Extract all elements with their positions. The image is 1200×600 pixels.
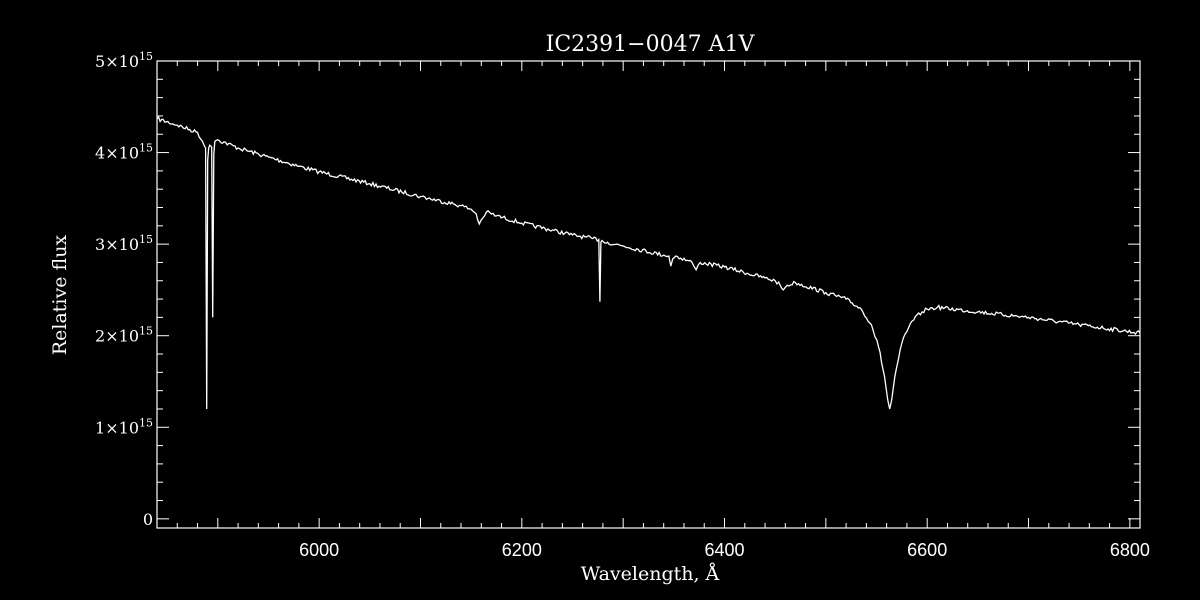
x-tick-label: 6000	[299, 540, 339, 560]
x-axis-label: Wavelength, Å	[581, 563, 720, 585]
tick-labels: 6000 6200 6400 6600 680001×10152×10153×10154…	[95, 50, 1150, 560]
spectrum-line	[156, 116, 1141, 410]
y-tick-label: 0	[143, 510, 153, 529]
x-tick-label: 6400	[704, 540, 744, 560]
y-tick-mantissa: 2×10	[95, 327, 139, 346]
y-tick-exponent: 15	[139, 233, 153, 246]
y-tick-mantissa: 5×10	[95, 52, 139, 71]
axis-ticks	[157, 60, 1140, 528]
y-tick-label: 5×1015	[95, 50, 153, 71]
y-tick-mantissa: 1×10	[95, 418, 139, 437]
y-tick-mantissa: 0	[143, 510, 153, 529]
y-tick-mantissa: 4×10	[95, 144, 139, 163]
x-tick-label: 6200	[502, 540, 542, 560]
x-tick-label: 6600	[907, 540, 947, 560]
y-tick-exponent: 15	[139, 416, 153, 429]
y-tick-label: 3×1015	[95, 233, 153, 254]
plot-frame	[156, 60, 1141, 529]
x-tick-label: 6800	[1110, 540, 1150, 560]
y-tick-label: 2×1015	[95, 325, 153, 346]
y-tick-exponent: 15	[139, 142, 153, 155]
chart-title: IC2391−0047 A1V	[546, 32, 756, 57]
y-axis-label: Relative flux	[49, 235, 71, 356]
y-tick-mantissa: 3×10	[95, 235, 139, 254]
y-tick-label: 1×1015	[95, 416, 153, 437]
y-tick-label: 4×1015	[95, 142, 153, 163]
y-tick-exponent: 15	[139, 50, 153, 63]
y-tick-exponent: 15	[139, 325, 153, 338]
